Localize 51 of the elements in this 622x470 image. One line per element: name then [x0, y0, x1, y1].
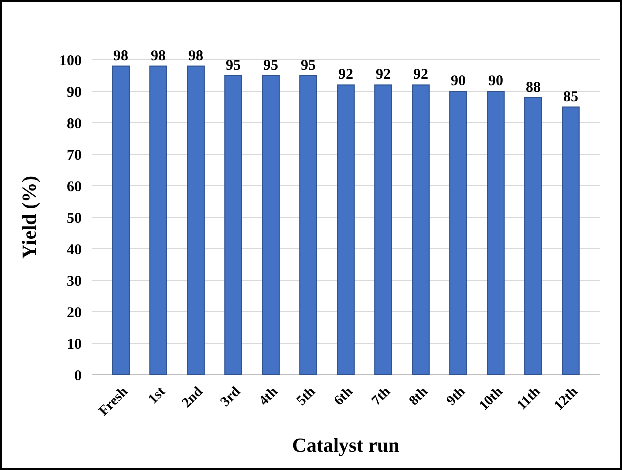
- bar: [150, 66, 168, 376]
- y-tick-label: 0: [74, 368, 82, 384]
- x-tick-label: 7th: [369, 384, 394, 410]
- data-label: 90: [488, 74, 504, 90]
- y-tick-label: 60: [67, 179, 82, 196]
- x-tick-label: 2nd: [180, 384, 206, 412]
- x-tick-label: 6th: [332, 384, 356, 410]
- y-tick-label: 30: [67, 274, 82, 290]
- y-tick-label: 70: [67, 148, 82, 164]
- bar: [412, 84, 430, 376]
- data-label: 92: [376, 67, 391, 84]
- bar: [112, 66, 130, 376]
- data-label: 90: [450, 74, 466, 90]
- bar: [300, 75, 318, 376]
- x-tick-label: 8th: [406, 384, 432, 410]
- bar: [224, 75, 242, 376]
- y-axis-title: Yield (%): [19, 176, 41, 260]
- data-label: 98: [188, 48, 204, 64]
- data-label: 98: [114, 48, 129, 64]
- data-label: 95: [226, 58, 242, 74]
- x-axis-title: Catalyst run: [292, 435, 400, 457]
- x-tick-label: 10th: [476, 384, 506, 414]
- bar: [562, 106, 580, 376]
- x-tick-label: 5th: [294, 384, 319, 410]
- bar: [450, 91, 468, 376]
- bar: [262, 75, 280, 376]
- bar: [337, 84, 355, 376]
- data-label: 95: [264, 58, 279, 74]
- x-tick-label: 4th: [256, 384, 282, 410]
- x-tick-label: 11th: [514, 384, 544, 414]
- x-tick-label: 12th: [552, 384, 582, 414]
- x-tick-label: 3rd: [218, 384, 244, 410]
- y-tick-label: 20: [67, 305, 82, 322]
- data-label: 92: [413, 67, 428, 84]
- bar: [487, 91, 505, 376]
- bar: [187, 66, 205, 376]
- data-label: 98: [151, 48, 166, 64]
- y-tick-label: 50: [67, 210, 82, 227]
- y-tick-label: 90: [67, 84, 82, 101]
- data-label: 92: [338, 67, 354, 84]
- bar: [524, 97, 542, 376]
- x-tick-label: 1st: [146, 384, 170, 408]
- bar: [374, 84, 392, 376]
- y-tick-label: 100: [60, 53, 82, 70]
- y-tick-label: 40: [67, 242, 82, 258]
- data-label: 95: [301, 58, 316, 74]
- y-tick-label: 10: [67, 336, 82, 353]
- x-tick-label: 9th: [444, 384, 469, 410]
- data-label: 88: [526, 80, 541, 96]
- data-label: 85: [563, 89, 578, 106]
- y-tick-label: 80: [67, 116, 82, 132]
